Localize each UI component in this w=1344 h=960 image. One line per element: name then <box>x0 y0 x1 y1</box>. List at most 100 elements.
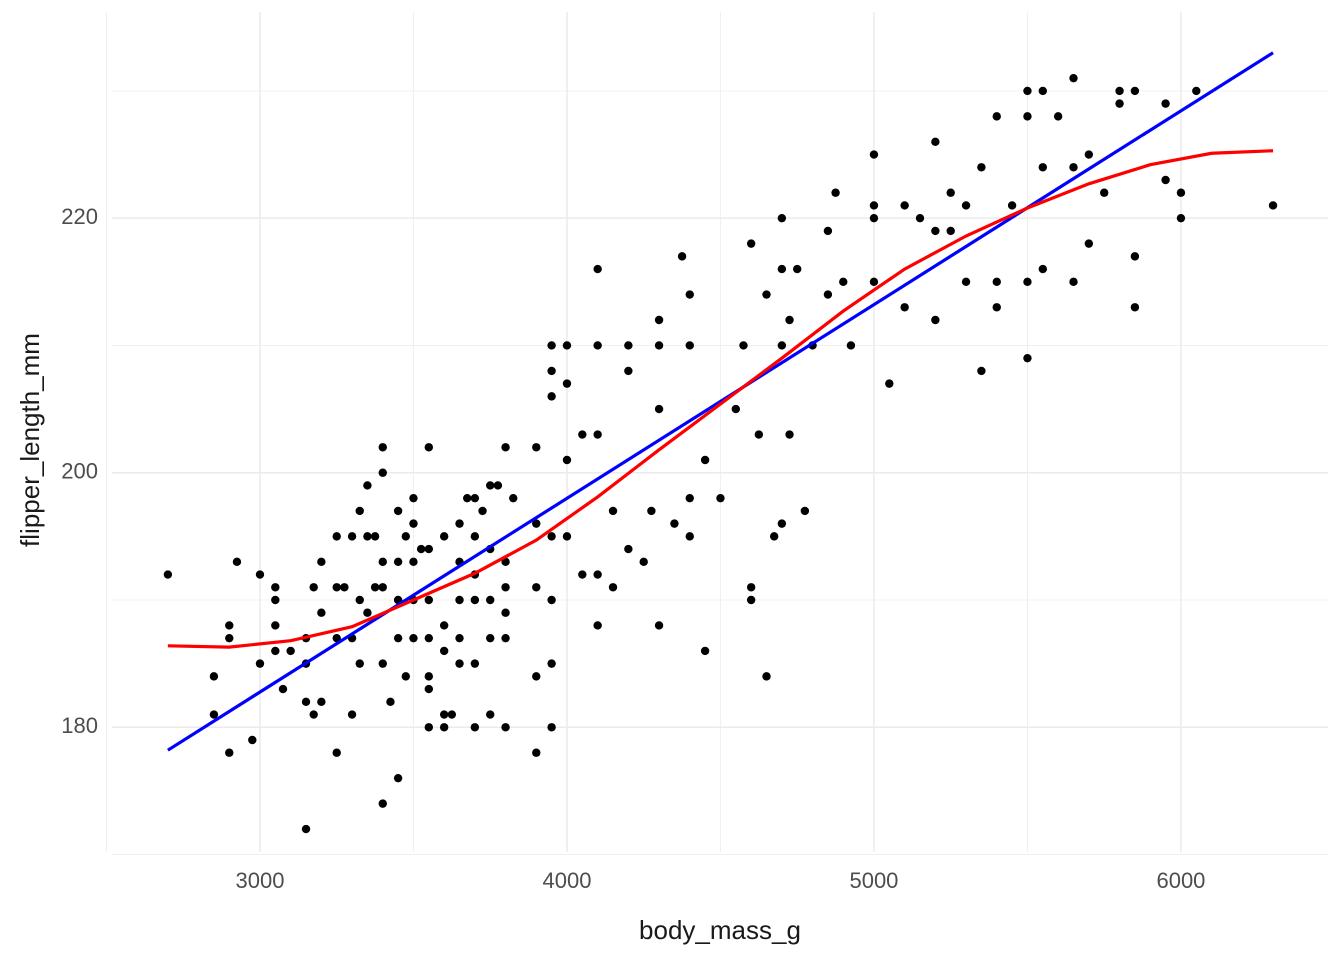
x-axis-title: body_mass_g <box>639 915 801 945</box>
y-tick-label: 180 <box>61 713 98 738</box>
point <box>593 264 602 274</box>
point <box>439 532 449 541</box>
point <box>501 723 510 732</box>
point <box>301 824 311 834</box>
point <box>1176 213 1186 223</box>
point <box>462 493 472 503</box>
point <box>977 366 986 376</box>
point <box>424 443 434 452</box>
point <box>532 443 541 452</box>
point <box>754 430 764 439</box>
point <box>493 481 503 490</box>
point <box>1038 163 1048 172</box>
point <box>946 188 955 197</box>
point <box>163 570 173 579</box>
point <box>885 379 894 388</box>
point <box>271 646 280 656</box>
point <box>393 633 403 643</box>
point <box>685 290 694 299</box>
point <box>677 252 687 261</box>
point <box>647 506 656 516</box>
point <box>846 341 856 350</box>
point <box>608 506 618 516</box>
point <box>393 773 403 783</box>
point <box>470 723 480 732</box>
point <box>317 608 326 617</box>
point <box>409 493 418 503</box>
point <box>486 595 495 605</box>
point <box>470 595 480 605</box>
point <box>455 595 464 605</box>
point <box>1161 99 1170 108</box>
point <box>409 519 418 528</box>
point <box>869 277 879 287</box>
point <box>378 468 387 477</box>
point <box>1038 264 1048 274</box>
x-tick-label: 6000 <box>1156 868 1205 893</box>
point <box>562 455 572 465</box>
point <box>409 633 418 643</box>
point <box>455 659 464 668</box>
point <box>931 226 940 236</box>
point <box>501 443 510 452</box>
point <box>562 341 572 350</box>
point <box>800 506 810 516</box>
point <box>271 583 280 592</box>
point <box>1115 86 1124 96</box>
point <box>225 621 234 630</box>
point <box>793 264 802 274</box>
point <box>532 748 541 757</box>
point <box>225 748 234 757</box>
point <box>931 137 940 147</box>
point <box>1161 175 1170 185</box>
point <box>946 226 955 236</box>
point <box>869 150 879 159</box>
point <box>470 659 480 668</box>
point <box>654 621 664 630</box>
point <box>501 583 510 592</box>
point <box>532 583 541 592</box>
point <box>309 710 318 719</box>
point <box>700 455 710 465</box>
point <box>363 481 372 490</box>
point <box>424 544 434 554</box>
point <box>624 366 633 376</box>
point <box>509 493 518 503</box>
point <box>1192 86 1201 96</box>
point <box>578 430 587 439</box>
point <box>1100 188 1109 197</box>
y-tick-label: 200 <box>61 459 98 484</box>
point <box>1053 112 1063 121</box>
point <box>271 621 280 630</box>
point <box>455 633 464 643</box>
grid <box>105 12 1328 856</box>
point <box>578 570 587 579</box>
point <box>700 646 710 656</box>
point <box>1084 150 1094 159</box>
point <box>393 557 403 567</box>
point <box>562 379 572 388</box>
point <box>915 213 925 223</box>
point <box>424 633 434 643</box>
point <box>777 519 787 528</box>
point <box>1023 353 1032 363</box>
point <box>593 430 602 439</box>
point <box>1130 86 1140 96</box>
point <box>1115 99 1124 108</box>
point <box>370 583 380 592</box>
point <box>370 532 380 541</box>
point <box>424 672 434 681</box>
point <box>309 583 318 592</box>
point <box>501 633 510 643</box>
point <box>363 532 372 541</box>
fit-line <box>167 51 1274 752</box>
point <box>739 341 748 350</box>
point <box>486 710 495 719</box>
point <box>332 583 341 592</box>
point <box>355 659 364 668</box>
point <box>340 583 349 592</box>
point <box>977 163 986 172</box>
point <box>301 697 311 707</box>
point <box>1023 86 1032 96</box>
point <box>532 519 541 528</box>
